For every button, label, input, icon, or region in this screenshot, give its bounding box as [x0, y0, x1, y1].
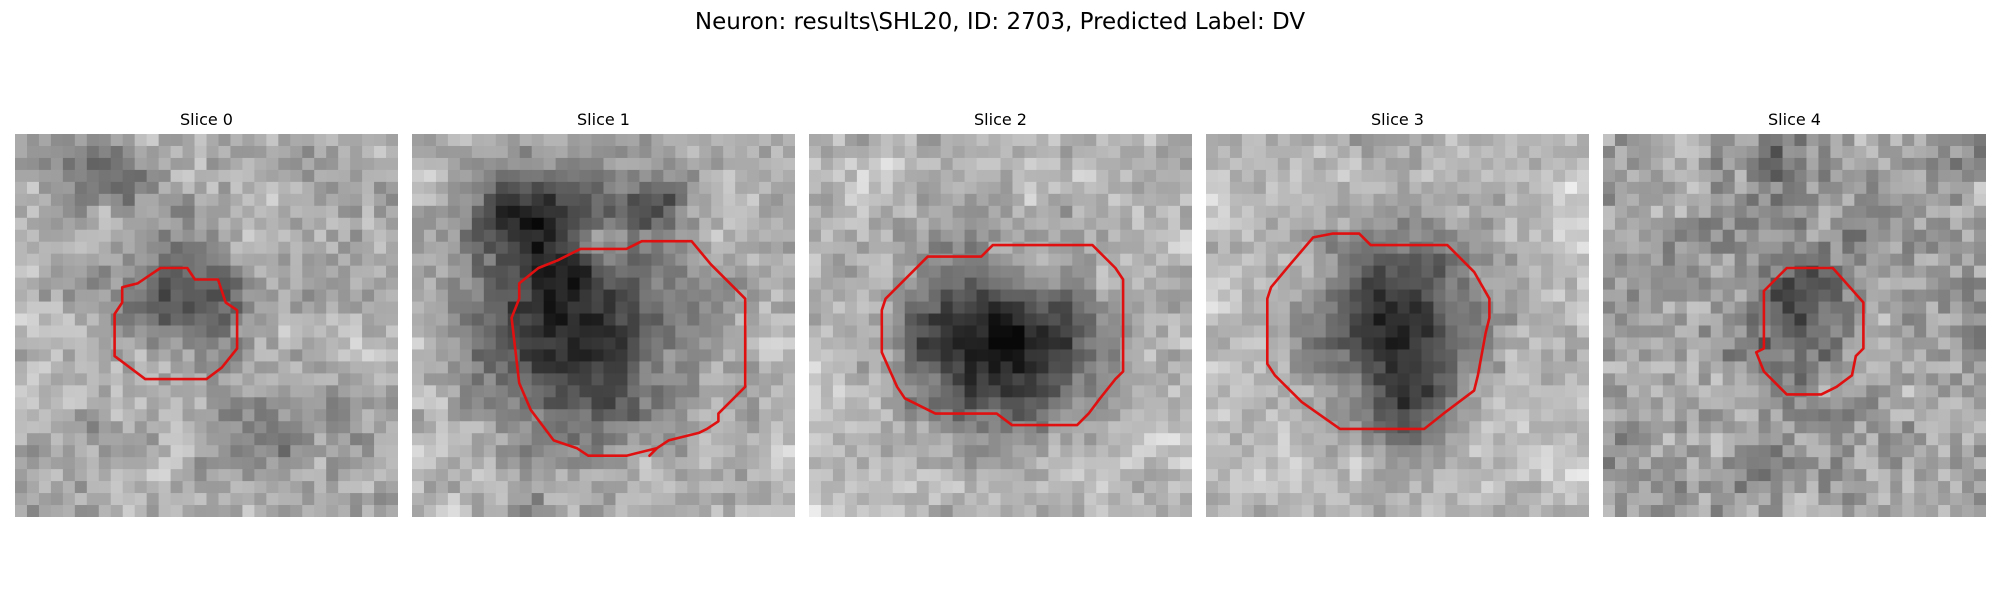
slice-image-2	[809, 134, 1192, 517]
slice-title-3: Slice 3	[1371, 110, 1424, 129]
roi-contour	[1265, 232, 1491, 431]
slice-panel-1: Slice 1	[412, 108, 795, 517]
slice-title-2: Slice 2	[974, 110, 1027, 129]
slice-image-4	[1603, 134, 1986, 517]
slice-panel-3: Slice 3	[1206, 108, 1589, 517]
slice-title-0: Slice 0	[180, 110, 233, 129]
roi-contour	[1754, 266, 1865, 396]
slice-panel-2: Slice 2	[809, 108, 1192, 517]
slice-image-1	[412, 134, 795, 517]
slice-panel-4: Slice 4	[1603, 108, 1986, 517]
slice-image-3	[1206, 134, 1589, 517]
roi-contour	[113, 266, 239, 381]
figure-title: Neuron: results\SHL20, ID: 2703, Predict…	[694, 9, 1306, 35]
roi-contour	[510, 239, 747, 458]
slice-title-4: Slice 4	[1768, 110, 1821, 129]
slice-title-1: Slice 1	[577, 110, 630, 129]
roi-contour	[880, 243, 1125, 427]
slice-panel-0: Slice 0	[15, 108, 398, 517]
slice-image-0	[15, 134, 398, 517]
